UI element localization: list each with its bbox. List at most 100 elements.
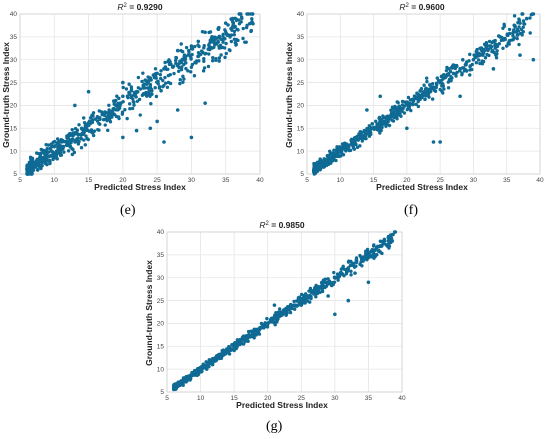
data-point: [148, 126, 153, 131]
data-point: [460, 71, 464, 75]
data-point: [239, 339, 243, 344]
data-point: [161, 84, 165, 89]
data-point: [521, 30, 525, 34]
data-point: [314, 295, 318, 299]
data-point: [483, 56, 488, 60]
data-point: [243, 40, 247, 44]
data-point: [342, 273, 346, 278]
data-point: [229, 39, 234, 44]
data-point: [468, 68, 472, 72]
data-point: [259, 326, 263, 330]
data-point: [358, 135, 363, 140]
data-point: [423, 97, 427, 102]
title-value: = 0.9600: [409, 2, 445, 12]
data-point: [73, 138, 78, 142]
data-point: [198, 370, 203, 374]
data-point: [517, 42, 521, 47]
data-point: [373, 248, 377, 253]
data-point: [299, 292, 304, 297]
y-tick-label: 15: [157, 343, 165, 350]
data-point: [346, 266, 351, 271]
data-point: [517, 17, 521, 21]
data-point: [231, 23, 235, 27]
data-point: [155, 119, 159, 124]
data-point: [411, 102, 415, 107]
x-tick-label: 35: [503, 177, 511, 184]
data-point: [283, 311, 287, 316]
data-point: [474, 61, 479, 65]
data-point: [161, 78, 165, 83]
data-point: [341, 153, 346, 157]
data-point: [213, 36, 218, 41]
data-point: [30, 172, 34, 176]
data-point: [250, 17, 254, 21]
data-point: [224, 41, 228, 46]
data-point: [127, 82, 131, 86]
data-point: [225, 349, 230, 353]
data-point: [414, 102, 418, 107]
data-point: [212, 45, 216, 50]
data-point: [493, 46, 497, 50]
data-point: [66, 135, 70, 140]
data-point: [273, 323, 277, 327]
data-point: [380, 243, 384, 248]
data-point: [57, 148, 61, 152]
data-point: [438, 80, 442, 85]
data-point: [468, 64, 472, 69]
data-point: [217, 56, 222, 60]
data-point: [241, 36, 245, 41]
data-point: [125, 116, 129, 121]
data-point: [489, 44, 493, 48]
y-tick-label: 15: [10, 125, 18, 132]
y-tick-label: 30: [10, 57, 18, 64]
data-point: [386, 234, 391, 239]
data-point: [216, 39, 220, 44]
data-point: [70, 138, 74, 143]
data-point: [163, 60, 167, 65]
data-point: [426, 93, 431, 98]
plot-frame: [19, 13, 261, 175]
data-point: [192, 371, 196, 376]
data-point: [59, 144, 63, 148]
data-point: [133, 94, 137, 98]
data-point: [318, 167, 322, 171]
data-point: [153, 86, 157, 90]
data-point: [491, 39, 496, 44]
data-point: [174, 61, 178, 65]
data-point: [62, 150, 66, 154]
data-point: [319, 285, 324, 289]
data-point: [131, 99, 136, 104]
data-point: [387, 246, 391, 250]
data-point: [390, 239, 395, 243]
data-point: [518, 21, 522, 25]
data-point: [438, 140, 442, 144]
y-tick-label: 15: [297, 125, 305, 132]
data-point: [107, 118, 112, 122]
data-point: [326, 294, 330, 298]
data-point: [137, 97, 142, 102]
data-point: [110, 115, 114, 119]
data-point: [217, 36, 222, 40]
data-point: [384, 124, 388, 128]
data-point: [471, 57, 476, 62]
data-point: [165, 85, 170, 89]
data-point: [220, 45, 225, 50]
data-point: [274, 310, 278, 315]
data-point: [446, 86, 451, 90]
data-point: [531, 57, 536, 62]
data-point: [190, 62, 195, 67]
data-point: [315, 164, 320, 169]
data-point: [391, 112, 396, 117]
data-point: [313, 169, 317, 174]
data-point: [245, 335, 250, 339]
data-point: [130, 106, 135, 111]
data-point: [185, 376, 189, 381]
data-point: [73, 103, 77, 108]
data-point: [143, 92, 148, 97]
data-point: [82, 127, 87, 131]
data-point: [86, 89, 91, 94]
data-point: [371, 126, 376, 131]
data-point: [522, 22, 526, 26]
y-tick-label: 5: [300, 171, 304, 178]
data-point: [179, 60, 184, 65]
